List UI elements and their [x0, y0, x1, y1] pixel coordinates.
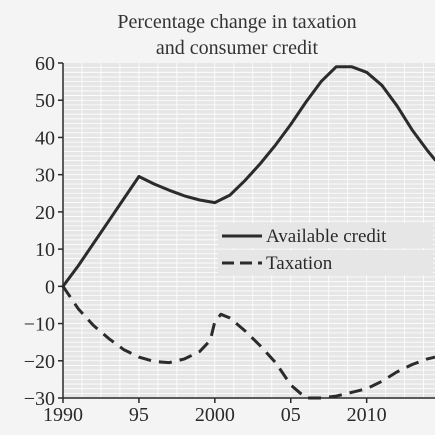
y-tick-label: 50: [35, 90, 55, 112]
legend: Available credit Taxation: [218, 223, 433, 275]
legend-label: Taxation: [266, 253, 333, 274]
y-axis-ticks: 60 50 40 30 20 10 0 −10 −20 −30: [24, 53, 63, 410]
y-tick-label: −20: [24, 351, 55, 373]
series-line-available-credit: [61, 65, 435, 288]
chart-subtitle: and consumer credit: [156, 37, 319, 59]
chart-title: Percentage change in taxation: [117, 11, 356, 33]
x-tick-label: 1990: [43, 404, 83, 426]
legend-label: Available credit: [266, 226, 387, 247]
series-line-taxation: [61, 285, 435, 400]
x-axis-ticks: 1990 95 2000 05 2010: [43, 398, 387, 426]
x-tick-label: 2010: [347, 404, 387, 426]
y-tick-label: −10: [24, 314, 55, 336]
y-tick-label: 10: [35, 239, 55, 261]
x-tick-label: 95: [129, 404, 149, 426]
y-tick-label: 0: [45, 276, 55, 298]
x-tick-label: 2000: [195, 404, 235, 426]
y-tick-label: 30: [35, 165, 55, 187]
series-layer: [61, 65, 435, 400]
y-tick-label: 60: [35, 53, 55, 75]
legend-entry-bg: [218, 250, 433, 275]
axes: [62, 63, 435, 399]
y-tick-label: −30: [24, 388, 55, 410]
y-tick-label: 40: [35, 127, 55, 149]
x-tick-label: 05: [281, 404, 301, 426]
y-tick-label: 20: [35, 202, 55, 224]
